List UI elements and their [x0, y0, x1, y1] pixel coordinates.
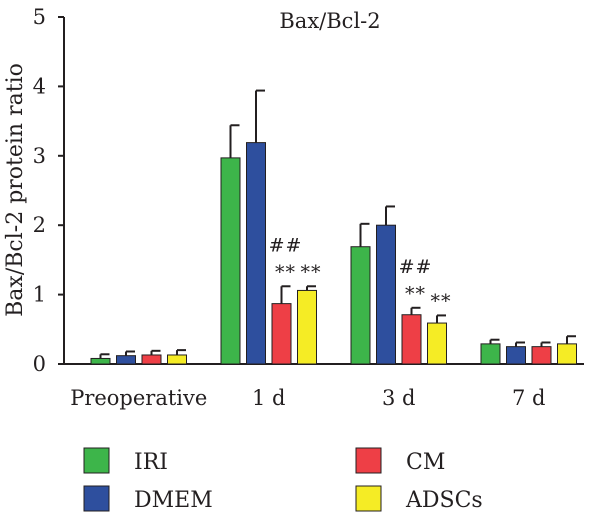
bar-iri-7-d	[480, 343, 501, 365]
y-tick-label: 4	[33, 74, 46, 98]
legend-swatch-dmem	[83, 485, 110, 512]
x-tick-label-7-d: 7 d	[512, 386, 545, 410]
y-tick-label: 5	[33, 5, 46, 29]
bar-dmem-preoperative	[116, 355, 136, 365]
bar-adscs-7-d	[557, 343, 577, 365]
bar-cm-preoperative	[141, 354, 162, 365]
y-tick-label: 1	[33, 283, 46, 307]
bar-adscs-preoperative	[167, 354, 187, 365]
significance-mark-cm-3-d: **	[405, 283, 426, 305]
x-tick-label-1-d: 1 d	[252, 386, 285, 410]
chart-title: Bax/Bcl-2	[279, 9, 380, 33]
x-tick-label-3-d: 3 d	[382, 386, 415, 410]
bar-iri-3-d	[350, 246, 371, 365]
legend-label-dmem: DMEM	[134, 488, 213, 513]
bar-adscs-3-d	[427, 322, 447, 365]
y-axis-label: Bax/Bcl-2 protein ratio	[3, 63, 28, 317]
legend: IRI DMEM CM ADSCs	[83, 447, 483, 513]
significance-mark-cm-1-d: **	[275, 261, 296, 283]
x-tick-label-preoperative: Preoperative	[70, 386, 207, 410]
bar-iri-1-d	[220, 157, 241, 365]
significance-mark-adscs-3-d: **	[431, 290, 452, 312]
legend-swatch-iri	[83, 447, 110, 474]
bar-iri-preoperative	[90, 357, 111, 365]
legend-label-cm: CM	[406, 450, 445, 475]
y-tick-label: 0	[33, 352, 46, 376]
legend-label-iri: IRI	[134, 450, 168, 475]
significance-mark-cm-1-d: ##	[269, 234, 303, 256]
bar-cm-1-d	[271, 303, 292, 365]
significance-mark-adscs-1-d: **	[301, 261, 322, 283]
legend-label-adscs: ADSCs	[405, 488, 483, 513]
legend-swatch-adscs	[355, 485, 382, 512]
legend-swatch-cm	[355, 447, 382, 474]
bar-adscs-1-d	[297, 289, 317, 365]
bar-dmem-1-d	[246, 142, 266, 365]
bar-cm-7-d	[531, 346, 552, 365]
significance-mark-cm-3-d: ##	[399, 256, 433, 278]
y-tick-label: 3	[33, 144, 46, 168]
bar-cm-3-d	[401, 314, 422, 365]
bar-dmem-7-d	[506, 346, 526, 365]
bar-dmem-3-d	[376, 224, 396, 365]
y-tick-label: 2	[33, 213, 46, 237]
